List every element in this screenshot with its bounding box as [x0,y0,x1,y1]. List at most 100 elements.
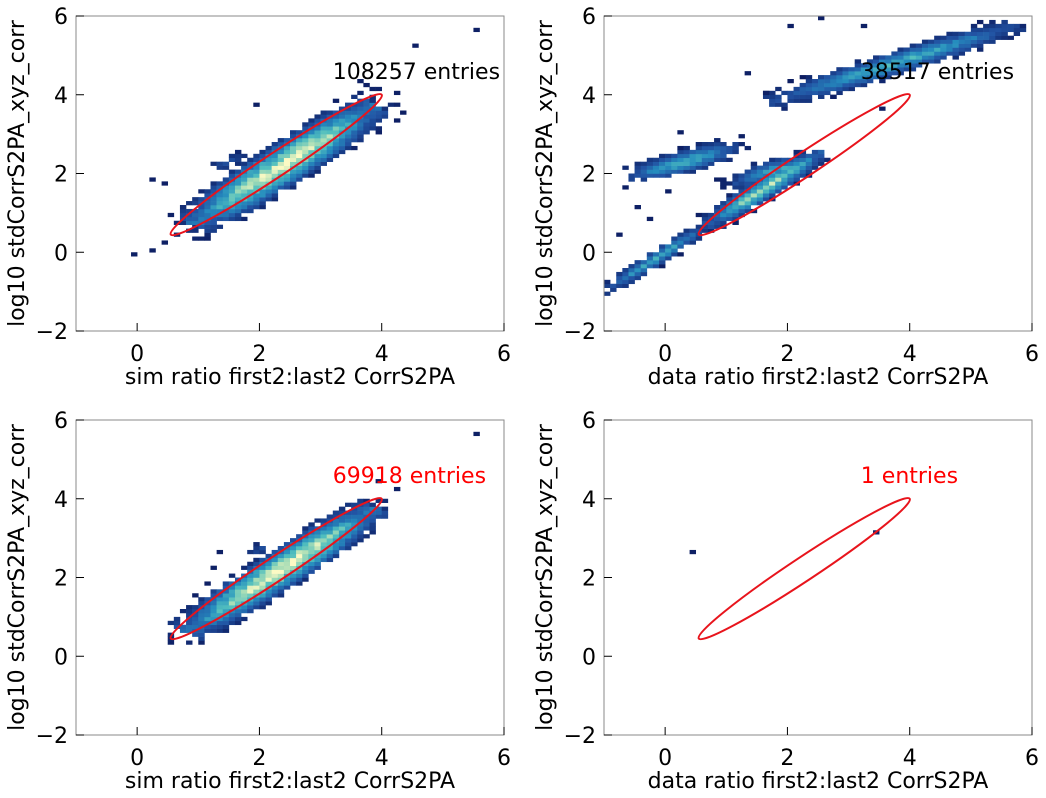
heatmap-cell [290,145,297,151]
heatmap-cell [640,169,648,174]
heatmap-cell [253,581,260,586]
heatmap-cell [646,165,654,170]
heatmap-cell [210,589,217,594]
heatmap-cell [762,181,770,186]
heatmap-cell [873,71,880,76]
heatmap-cell [326,530,334,535]
heatmap-cell [842,79,849,84]
heatmap-cell [241,208,248,214]
heatmap-cell [332,522,340,527]
heatmap-cell [351,502,358,507]
heatmap-cell [634,169,641,174]
y-tick-label: 4 [54,84,68,109]
y-tick-label: 4 [54,488,68,513]
heatmap-cell [677,236,684,241]
heatmap-cell [179,220,187,225]
heatmap-cell [793,177,800,182]
heatmap-cell [216,161,224,166]
heatmap-cell [964,39,972,44]
heatmap-cell [259,557,266,563]
heatmap-cell [357,138,364,143]
heatmap-cell [707,224,715,229]
heatmap-cell [247,205,254,210]
heatmap-cell [210,201,217,206]
heatmap-cell [640,161,648,166]
heatmap-cell [253,549,260,555]
heatmap-cell [762,185,770,190]
heatmap-cell [234,189,242,194]
heatmap-cell [222,581,230,586]
heatmap-cell [885,55,892,60]
heatmap-cell [787,181,794,186]
heatmap-cell [247,197,254,202]
heatmap-cell [271,197,279,202]
heatmap-cell [983,31,990,36]
heatmap-cell [314,165,321,170]
heatmap-cell [903,55,911,60]
heatmap-cell [314,542,321,547]
heatmap-cell [818,90,825,96]
heatmap-cell [903,59,911,64]
heatmap-cell [683,236,690,241]
outlier-cell [818,16,825,21]
heatmap-cell [308,538,315,543]
heatmap-cell [707,153,715,159]
heatmap-cell [646,264,654,269]
heatmap-cell [351,134,358,139]
heatmap-cell [198,620,205,626]
heatmap-cell [222,165,230,170]
heatmap-cell [259,177,266,182]
heatmap-cell [695,145,703,151]
heatmap-cell [879,63,886,68]
heatmap-cell [332,114,340,119]
heatmap-cell [646,169,654,174]
heatmap-cell [921,43,929,48]
heatmap-cell [265,197,272,202]
heatmap-cell [259,585,266,590]
heatmap-cell [198,616,205,622]
heatmap-cell [326,130,334,135]
heatmap-cell [781,102,788,107]
heatmap-cell [811,82,819,88]
heatmap-cell [314,114,321,119]
heatmap-cell [332,138,340,143]
heatmap-cell [198,212,205,218]
heatmap-cell [259,197,266,202]
heatmap-cell [369,94,376,99]
heatmap-cell [198,640,205,645]
heatmap-cell [296,534,303,539]
heatmap-cell [756,165,764,170]
heatmap-cell [234,153,242,159]
heatmap-cell [228,173,236,178]
heatmap-cell [259,581,266,586]
heatmap-cell [683,161,690,166]
heatmap-cell [775,173,782,178]
heatmap-cell [210,208,217,214]
heatmap-cell [247,549,254,555]
heatmap-cell [308,149,315,155]
heatmap-cell [628,279,635,285]
heatmap-cell [308,553,315,559]
heatmap-cell [345,538,352,543]
heatmap-cell [228,601,236,606]
heatmap-cell [762,165,770,170]
heatmap-cell [671,236,678,241]
heatmap-cell [909,67,917,72]
heatmap-cell [216,165,224,170]
heatmap-cell [915,59,923,64]
heatmap-cell [351,94,358,99]
heatmap-cell [762,94,770,99]
heatmap-cell [363,502,370,507]
heatmap-cell [302,577,309,582]
heatmap-cell [934,55,941,60]
heatmap-cell [253,165,260,170]
heatmap-cell [720,216,727,222]
x-tick-label: 0 [130,342,144,367]
heatmap-cell [204,232,211,237]
heatmap-cell [259,149,266,155]
heatmap-cell [351,122,358,127]
heatmap-cell [732,216,739,222]
heatmap-cell [222,609,230,614]
y-tick-label: 4 [582,84,596,109]
heatmap-cell [854,71,862,76]
